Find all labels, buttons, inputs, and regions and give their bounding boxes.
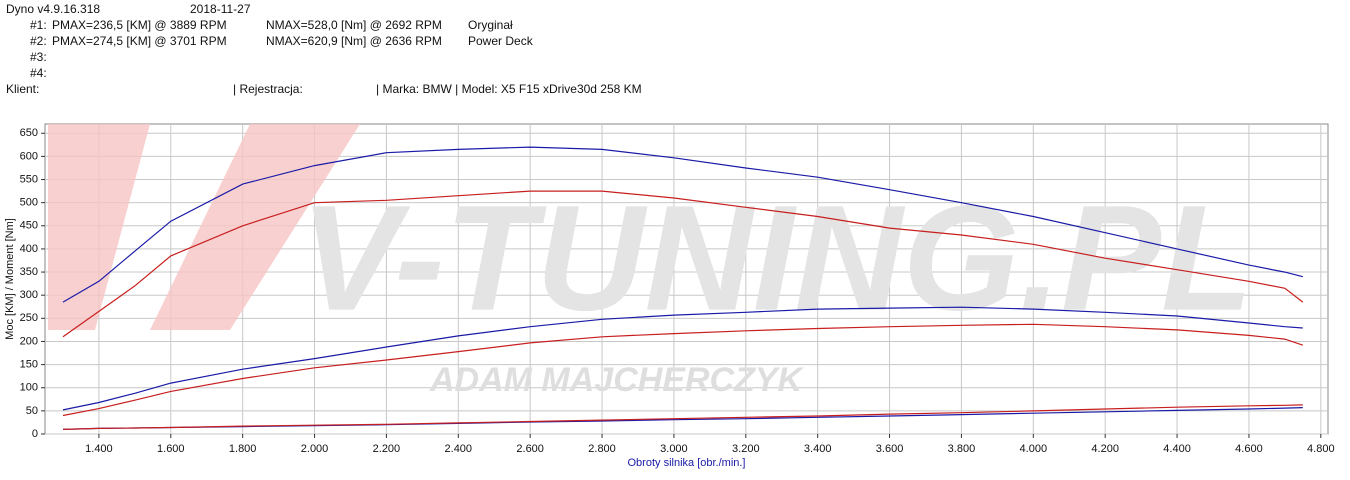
x-axis-label: Obroty silnika [obr./min.]: [628, 457, 746, 469]
series-line: [62, 190, 1304, 338]
x-tick-label: 3.000: [660, 443, 688, 455]
series-line: [62, 323, 1303, 417]
y-tick-label: 450: [20, 220, 38, 232]
x-tick-label: 4.200: [1091, 443, 1119, 455]
watermark-shape: [48, 124, 150, 330]
watermark-logo: V-TUNING.PL: [300, 174, 1253, 342]
x-tick-label: 4.800: [1307, 443, 1335, 455]
run-id: #4:: [30, 66, 47, 80]
y-tick-label: 650: [20, 127, 38, 139]
y-tick-label: 150: [20, 359, 38, 371]
date: 2018-11-27: [190, 2, 251, 16]
run-id: #3:: [30, 50, 47, 64]
run-nmax: NMAX=528,0 [Nm] @ 2692 RPM: [266, 18, 442, 32]
y-tick-label: 0: [32, 428, 38, 440]
x-tick-label: 2.600: [516, 443, 544, 455]
y-tick-label: 600: [20, 150, 38, 162]
watermark-author: ADAM MAJCHERCZYK: [429, 361, 805, 399]
y-axis-label: Moc [KM] / Moment [Nm]: [4, 218, 16, 340]
plot-area: V-TUNING.PL ADAM MAJCHERCZYK: [44, 123, 1329, 435]
y-tick-label: 300: [20, 289, 38, 301]
watermark-shape: [150, 124, 360, 330]
run-name: Oryginał: [468, 18, 513, 32]
y-tick-label: 500: [20, 197, 38, 209]
run-pmax: PMAX=236,5 [KM] @ 3889 RPM: [52, 18, 227, 32]
x-tick-label: 3.600: [876, 443, 904, 455]
vehicle: | Marka: BMW | Model: X5 F15 xDrive30d 2…: [376, 82, 642, 96]
y-tick-label: 200: [20, 335, 38, 347]
run-nmax: NMAX=620,9 [Nm] @ 2636 RPM: [266, 34, 442, 48]
x-tick-label: 1.400: [85, 443, 113, 455]
x-tick-label: 2.400: [445, 443, 473, 455]
x-tick-label: 4.400: [1163, 443, 1191, 455]
run-pmax: PMAX=274,5 [KM] @ 3701 RPM: [52, 34, 227, 48]
y-tick-label: 100: [20, 382, 38, 394]
x-tick-label: 2.000: [301, 443, 329, 455]
run-name: Power Deck: [468, 34, 534, 48]
run-id: #1:: [30, 18, 47, 32]
series-line: [62, 306, 1303, 411]
y-tick-label: 550: [20, 173, 38, 185]
program-version: Dyno v4.9.16.318: [6, 2, 100, 16]
x-tick-label: 4.600: [1235, 443, 1263, 455]
x-tick-label: 1.600: [157, 443, 185, 455]
run-id: #2:: [30, 34, 47, 48]
registration: | Rejestracja:: [233, 82, 303, 96]
x-tick-label: 1.800: [229, 443, 257, 455]
x-tick-label: 2.800: [588, 443, 616, 455]
series-line: [62, 404, 1303, 430]
y-tick-label: 50: [26, 405, 38, 417]
x-tick-label: 3.400: [804, 443, 832, 455]
client: Klient:: [6, 82, 39, 96]
x-tick-label: 3.200: [732, 443, 760, 455]
x-tick-label: 2.200: [373, 443, 401, 455]
y-tick-label: 250: [20, 312, 38, 324]
y-tick-label: 350: [20, 266, 38, 278]
x-tick-label: 4.000: [1020, 443, 1048, 455]
series-line: [62, 146, 1303, 303]
x-tick-label: 3.800: [948, 443, 976, 455]
y-tick-label: 400: [20, 243, 38, 255]
